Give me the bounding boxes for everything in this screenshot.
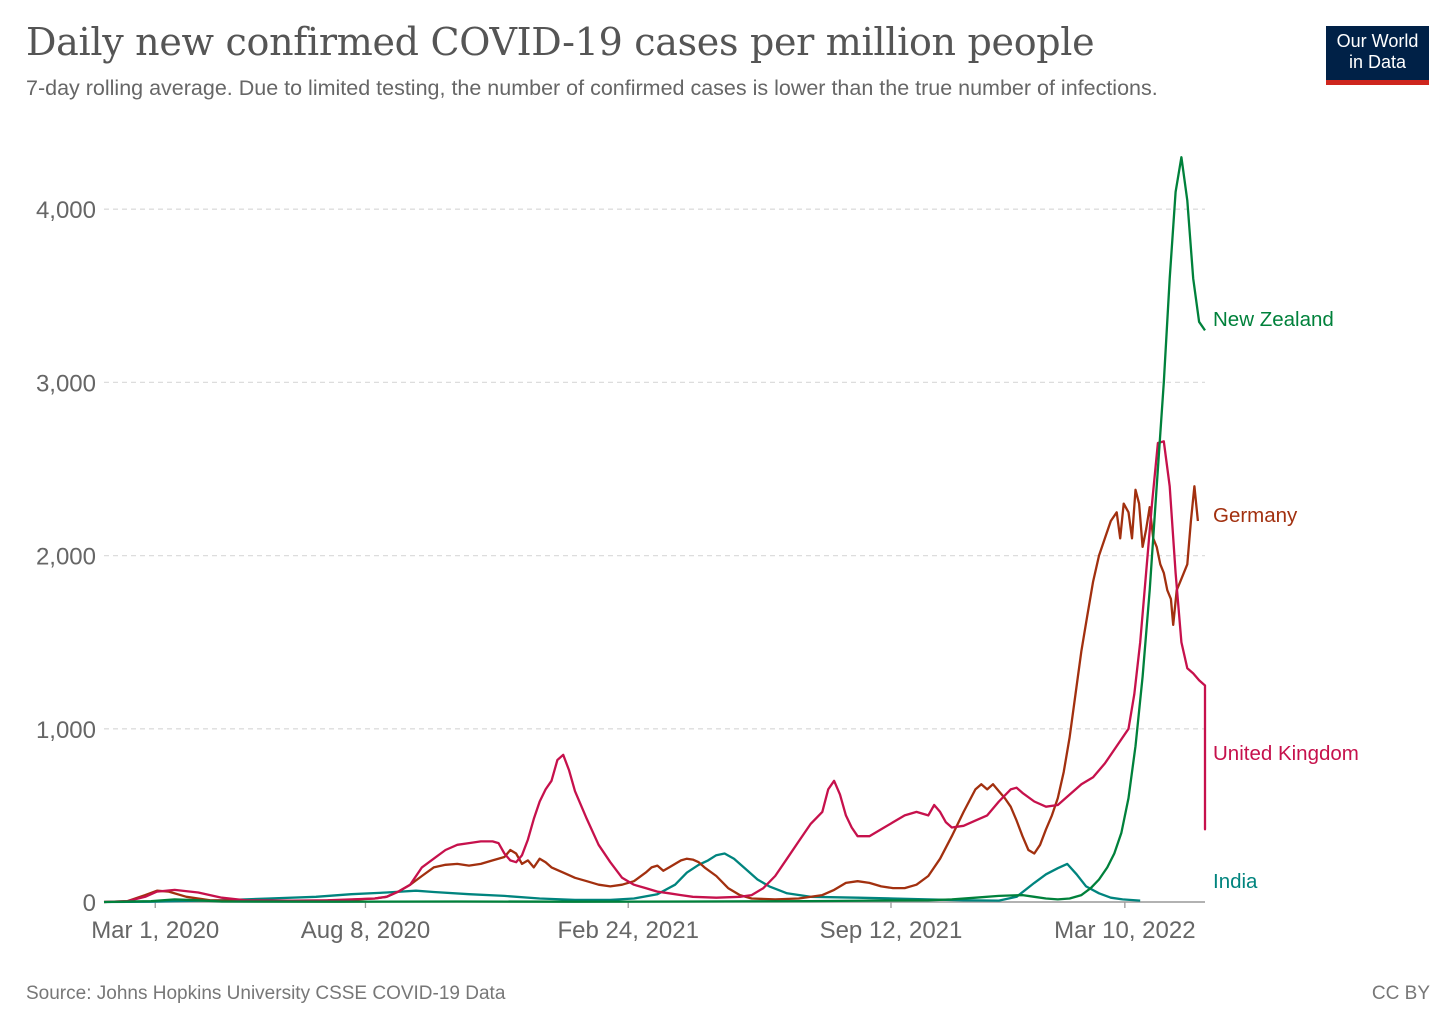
logo-line-2: in Data bbox=[1348, 52, 1407, 72]
y-tick-label: 2,000 bbox=[36, 544, 96, 571]
x-tick-label: Feb 24, 2021 bbox=[557, 917, 698, 944]
series-label-new-zealand[interactable]: New Zealand bbox=[1213, 308, 1334, 331]
license-note[interactable]: CC BY bbox=[1371, 983, 1430, 1004]
chart-title: Daily new confirmed COVID-19 cases per m… bbox=[26, 20, 1095, 64]
x-tick-label: Sep 12, 2021 bbox=[820, 917, 963, 944]
y-tick-label: 3,000 bbox=[36, 370, 96, 397]
series-label-united-kingdom[interactable]: United Kingdom bbox=[1213, 742, 1359, 765]
y-tick-label: 1,000 bbox=[36, 717, 96, 744]
series-line-germany[interactable] bbox=[103, 485, 1200, 904]
series-label-germany[interactable]: Germany bbox=[1213, 504, 1298, 527]
series-label-india[interactable]: India bbox=[1213, 870, 1258, 893]
logo-line-1: Our World bbox=[1336, 31, 1419, 51]
x-tick-label: Mar 10, 2022 bbox=[1054, 917, 1195, 944]
chart-subtitle: 7-day rolling average. Due to limited te… bbox=[26, 76, 1158, 100]
owid-logo[interactable]: Our World in Data bbox=[1326, 26, 1429, 85]
x-tick-label: Mar 1, 2020 bbox=[91, 917, 219, 944]
source-note: Source: Johns Hopkins University CSSE CO… bbox=[26, 983, 506, 1004]
series-line-united-kingdom[interactable] bbox=[103, 440, 1207, 904]
y-tick-label: 4,000 bbox=[36, 197, 96, 224]
x-tick-label: Aug 8, 2020 bbox=[301, 917, 430, 944]
series-line-new-zealand[interactable] bbox=[103, 156, 1206, 904]
y-tick-label: 0 bbox=[83, 890, 96, 917]
